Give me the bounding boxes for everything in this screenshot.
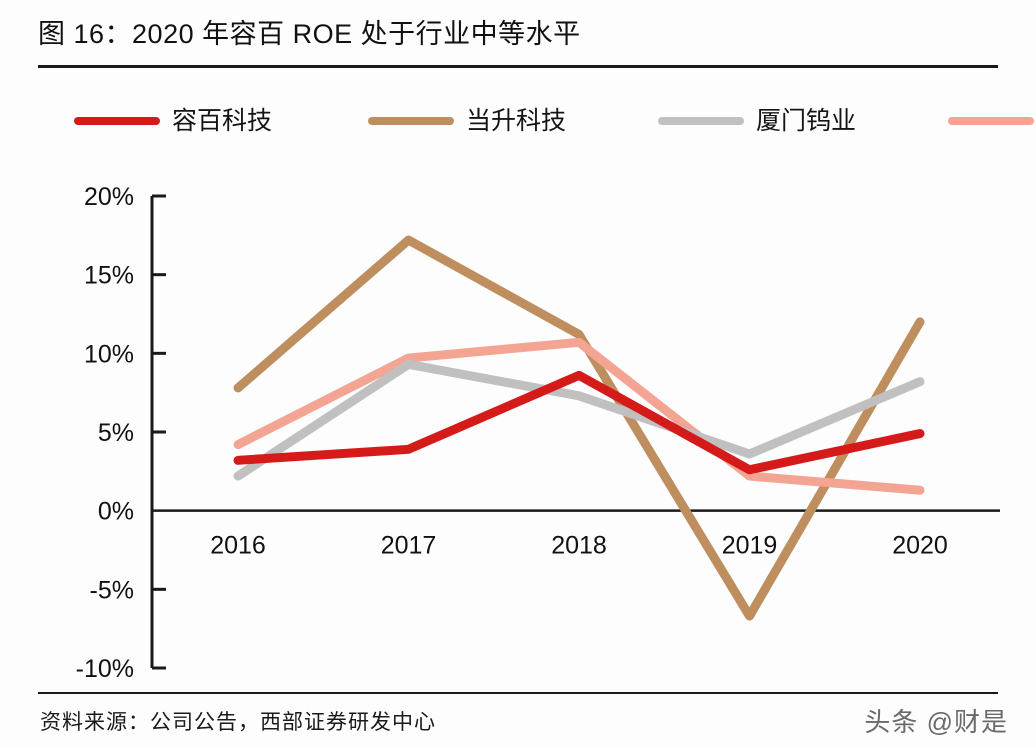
chart-legend: 容百科技 当升科技 厦门钨业 杉杉股份 (60, 103, 1035, 139)
y-axis-tick-label: 20% (84, 183, 134, 211)
legend-swatch-xiamenwuye (658, 117, 745, 125)
x-axis-tick-label: 2018 (551, 532, 607, 560)
legend-swatch-shanshan (948, 117, 1035, 125)
legend-label-rongbai: 容百科技 (172, 107, 273, 135)
axis-lines (150, 194, 1000, 670)
x-axis-tick-label: 2020 (892, 532, 948, 560)
source-note: 资料来源：公司公告，西部证券研发中心 (40, 711, 436, 734)
y-axis-tick-label: -5% (90, 576, 134, 604)
legend-swatch-rongbai (74, 117, 160, 125)
x-axis-tick-labels: 2016 2017 2018 2019 2020 (210, 532, 948, 560)
data-series-group (233, 235, 925, 621)
legend-label-xiamenwuye: 厦门钨业 (756, 107, 857, 135)
footer-divider (38, 692, 998, 694)
y-axis-tick-label: -10% (76, 655, 134, 683)
legend-swatch-dangsheng (368, 117, 455, 125)
legend-label-dangsheng: 当升科技 (466, 107, 567, 135)
watermark-label: 头条 @财是 (864, 707, 1008, 737)
series-line-1 (233, 235, 925, 621)
y-axis-tick-label: 10% (84, 340, 134, 368)
legend-item-rongbai[interactable]: 容百科技 (74, 108, 272, 134)
title-divider (38, 65, 998, 68)
x-axis-tick-label: 2017 (381, 532, 437, 560)
x-axis-tick-label: 2016 (210, 532, 266, 560)
y-axis-tick-label: 0% (98, 498, 134, 526)
legend-item-shanshan[interactable]: 杉杉股份 (948, 108, 1036, 134)
series-line-0 (233, 370, 925, 475)
series-line-3 (233, 337, 925, 495)
y-axis-tick-label: 5% (98, 419, 134, 447)
series-line-2 (233, 359, 925, 481)
x-axis-tick-label: 2019 (722, 532, 778, 560)
y-axis-tick-labels: 20% 15% 10% 5% 0% -5% -10% (76, 183, 134, 683)
legend-item-dangsheng[interactable]: 当升科技 (368, 108, 566, 134)
figure-title-block: 图 16：2020 年容百 ROE 处于行业中等水平 (38, 14, 998, 62)
legend-item-xiamenwuye[interactable]: 厦门钨业 (658, 108, 856, 134)
y-axis-tick-label: 15% (84, 262, 134, 290)
page-title: 图 16：2020 年容百 ROE 处于行业中等水平 (38, 19, 581, 49)
